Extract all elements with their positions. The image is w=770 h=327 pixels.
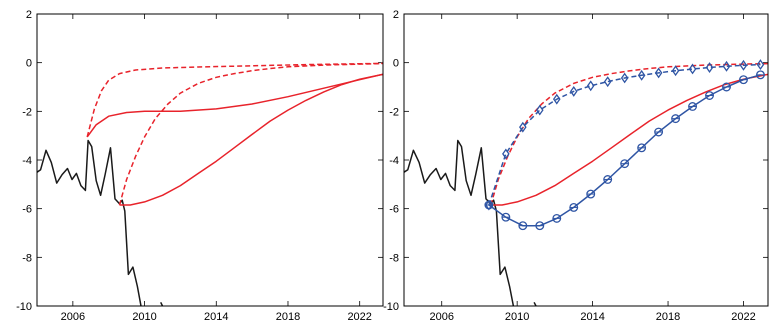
plot-frame (36, 13, 384, 307)
series-line-projection-2008-dashed (118, 62, 383, 206)
x-tick-label: 2014 (580, 311, 604, 323)
x-tick-label: 2006 (61, 311, 85, 323)
y-tick-label: -2 (389, 106, 399, 118)
series-line-history (160, 301, 164, 306)
series-line-projection-2007-dashed (86, 62, 383, 138)
y-tick-label: -6 (389, 204, 399, 216)
marker-diamond (756, 59, 765, 71)
plot-lines (37, 62, 383, 306)
series-line-projection-2008-solid (119, 73, 383, 206)
y-tick-label: 0 (26, 58, 32, 70)
series-line-red-dashed (490, 62, 768, 206)
marker-diamond (535, 104, 544, 116)
marker-diamond (569, 85, 578, 97)
y-tick-label: -10 (16, 301, 32, 313)
series-line-projection-2007-solid (86, 73, 383, 138)
marker-diamond (654, 67, 663, 79)
y-tick-label: 2 (393, 9, 399, 21)
marker-diamond (688, 63, 697, 75)
marker-diamond (502, 148, 510, 160)
y-tick-label: -8 (389, 252, 399, 264)
y-tick-label: -4 (22, 155, 32, 167)
marker-diamond (637, 69, 646, 81)
plot-background (37, 14, 383, 306)
series-line-red-solid (490, 73, 768, 206)
x-tick-label: 2018 (656, 311, 680, 323)
y-tick-label: 0 (393, 58, 399, 70)
marker-diamond (552, 93, 561, 105)
marker-diamond (705, 62, 714, 73)
plot-lines (404, 59, 768, 306)
plot-background (404, 14, 768, 306)
x-tick-label: 2010 (505, 311, 529, 323)
x-tick-label: 2014 (204, 311, 228, 323)
y-tick-label: 2 (26, 9, 32, 21)
x-tick-label: 2018 (276, 311, 300, 323)
marker-diamond (722, 60, 731, 72)
marker-diamond (739, 59, 748, 71)
y-tick-label: -6 (22, 204, 32, 216)
marker-diamond (671, 65, 680, 77)
y-tick-label: -8 (22, 252, 32, 264)
y-tick-label: -4 (389, 155, 399, 167)
series-line-history (37, 139, 142, 306)
marker-diamond (586, 80, 595, 92)
series-line-blue-dashed-diamonds (488, 63, 761, 206)
marker-diamond (485, 199, 493, 211)
plot-frame (403, 13, 769, 307)
marker-diamond (603, 76, 612, 88)
marker-diamond (620, 72, 629, 84)
x-tick-label: 2006 (429, 311, 453, 323)
marker-diamond (519, 121, 527, 133)
x-tick-label: 2022 (347, 311, 371, 323)
x-tick-label: 2010 (132, 311, 156, 323)
x-tick-label: 2022 (731, 311, 755, 323)
y-tick-label: -10 (383, 301, 399, 313)
series-line-history (533, 301, 537, 306)
chart-panel-2: 2 0 -2 -4 -6 -8 -10 2006 2010 2014 2018 2022 (383, 9, 769, 323)
y-tick-label: -2 (22, 106, 32, 118)
chart-panel-1: 2 0 -2 -4 -6 -8 -10 2006 2010 2014 2018 2022 (16, 9, 384, 323)
